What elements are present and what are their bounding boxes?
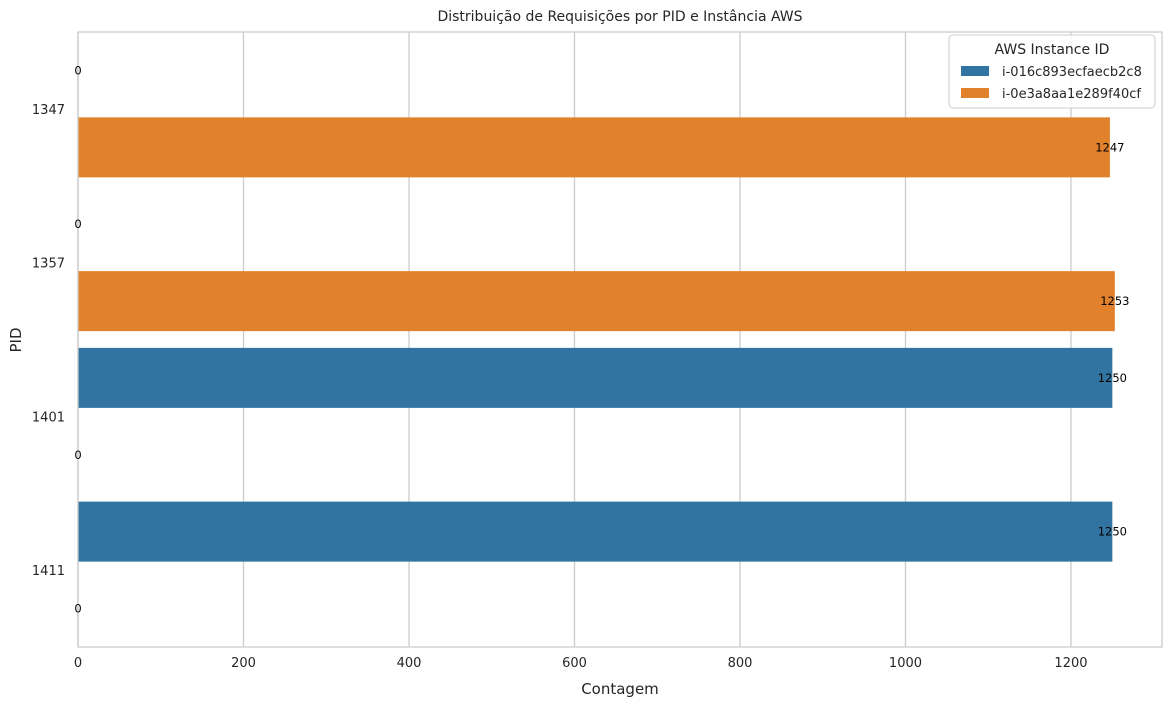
bar-value-label: 1247 — [1095, 140, 1124, 154]
y-tick-label: 1357 — [32, 257, 65, 272]
bar — [78, 271, 1115, 332]
bar — [78, 347, 1113, 408]
bar — [78, 117, 1110, 178]
legend: AWS Instance ID i-016c893ecfaecb2c8 i-0e… — [948, 34, 1156, 109]
x-tick-label: 0 — [74, 656, 82, 671]
legend-title: AWS Instance ID — [995, 42, 1110, 58]
bar-value-label: 0 — [74, 602, 81, 616]
x-tick-label: 1200 — [1054, 656, 1087, 671]
x-tick-label: 800 — [728, 656, 753, 671]
x-tick-label: 600 — [562, 656, 587, 671]
bar-value-label: 1253 — [1100, 294, 1129, 308]
bar-value-label: 1250 — [1098, 525, 1127, 539]
chart-title: Distribuição de Requisições por PID e In… — [437, 9, 802, 25]
y-axis-label: PID — [7, 327, 25, 352]
bar-value-label: 0 — [74, 217, 81, 231]
bar-value-label: 0 — [74, 448, 81, 462]
x-tick-label: 400 — [397, 656, 422, 671]
data-labels: 0 0 1250 1250 1247 1253 0 0 — [74, 63, 1129, 615]
x-axis-label: Contagem — [581, 680, 659, 698]
bar-value-label: 1250 — [1098, 371, 1127, 385]
tick-labels: 0 200 400 600 800 1000 1200 1347 1357 1401 1411 — [32, 103, 1088, 671]
y-tick-label: 1411 — [32, 564, 65, 579]
legend-entry-series-2: i-0e3a8aa1e289f40cf — [1002, 87, 1141, 102]
bar — [78, 501, 1113, 562]
legend-swatch-series-2 — [961, 88, 989, 98]
legend-box — [948, 34, 1156, 109]
x-tick-label: 1000 — [889, 656, 922, 671]
y-tick-label: 1401 — [32, 410, 65, 425]
bar-value-label: 0 — [74, 63, 81, 77]
plot-area-border — [77, 31, 1163, 648]
legend-entry-series-1: i-016c893ecfaecb2c8 — [1002, 65, 1142, 80]
x-tick-label: 200 — [231, 656, 256, 671]
y-tick-label: 1347 — [32, 103, 65, 118]
legend-swatch-series-1 — [961, 66, 989, 76]
axes-frame — [77, 31, 1163, 648]
bars-layer — [78, 117, 1115, 562]
